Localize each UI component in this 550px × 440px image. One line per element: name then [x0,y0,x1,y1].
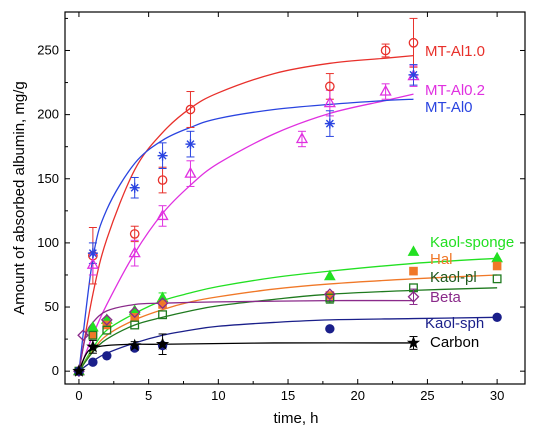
data-point-Kaol-sph [102,351,112,361]
x-tick-label: 15 [281,388,295,403]
data-point-Kaol-sph [492,312,502,322]
data-point-Kaol-sph [325,324,335,334]
data-point-Beta [128,306,141,319]
label-kaol-sponge: Kaol-sponge [430,234,514,251]
data-point-Beta [323,288,336,301]
data-point-Kaol-sph [88,357,98,367]
x-tick-label: 30 [490,388,504,403]
data-point-MT-Al0 [324,118,335,129]
x-tick-label: 0 [75,388,82,403]
data-point-Kaol-sponge [407,245,420,256]
data-point-Kaol-sponge [323,269,336,281]
y-tick-label: 150 [37,171,59,186]
data-point-MT-Al0 [185,139,196,150]
x-axis-title: time, h [273,410,318,427]
data-point-Beta [77,329,90,342]
data-point-MT-Al0 [87,248,98,259]
fit-curve-Carbon [78,342,414,372]
y-tick-label: 50 [45,299,59,314]
data-point-Carbon [86,339,100,353]
data-point-Hal [158,300,167,309]
label-mt-al1: MT-Al1.0 [425,43,485,60]
y-tick-label: 250 [37,42,59,57]
plot-frame [64,11,526,385]
data-point-Hal [409,266,418,276]
data-point-MT-Al0.2 [323,96,336,108]
fit-curve-MT-Al0 [78,98,414,372]
data-point-Kaol-pl [325,293,335,303]
series-labels: MT-Al1.0 MT-Al0.2 MT-Al0 Kaol-sponge Hal… [425,43,514,351]
data-point-MT-Al0 [129,182,140,193]
x-tick-label: 25 [420,388,434,403]
y-axis-ticks: 0 50 100 150 200 250 [37,17,525,378]
x-tick-label: 20 [350,388,364,403]
fit-curve-Hal [78,274,498,372]
x-axis-ticks: 0 5 10 15 20 25 30 [75,12,504,403]
x-tick-label: 5 [145,388,152,403]
x-tick-label: 10 [211,388,225,403]
data-point-MT-Al0.2 [128,246,141,258]
data-point-Carbon [72,364,86,377]
data-point-MT-Al1.0 [157,175,168,185]
data-point-Hal [325,291,335,300]
y-tick-label: 0 [52,363,59,378]
data-point-MT-Al1.0 [380,45,391,56]
data-point-Beta [156,297,169,310]
data-point-MT-Al0 [157,150,168,161]
label-kaol-sph: Kaol-sph [425,315,484,332]
data-point-Carbon [128,338,142,352]
fit-curve-Beta [78,299,414,372]
label-mt-al0: MT-Al0 [425,99,473,116]
fit-curve-Kaol-pl [78,287,498,372]
label-hal: Hal [430,251,453,268]
data-point-Kaol-pl [130,320,140,330]
y-tick-label: 200 [37,107,59,122]
data-point-MT-Al1.0 [185,104,196,115]
data-point-MT-Al0.2 [379,84,392,96]
label-kaol-pl: Kaol-pl [430,269,477,286]
data-point-Carbon [406,336,421,349]
data-point-MT-Al0.2 [184,166,197,178]
data-point-MT-Al0.2 [86,257,99,269]
data-point-MT-Al0.2 [156,209,169,221]
data-point-Kaol-pl [492,274,502,284]
data-points [72,37,503,378]
data-point-Hal [88,330,98,340]
label-beta: Beta [430,289,462,306]
data-point-Carbon [155,337,170,350]
data-point-Beta [407,290,420,303]
data-point-MT-Al0 [408,69,419,80]
data-point-Kaol-sponge [491,251,503,263]
data-point-MT-Al1.0 [129,229,140,239]
y-tick-label: 100 [37,235,59,250]
label-mt-al02: MT-Al0.2 [425,82,485,99]
data-point-Kaol-pl [88,330,98,340]
label-carbon: Carbon [430,334,479,351]
data-point-MT-Al1.0 [408,37,419,48]
data-point-Kaol-pl [102,325,112,335]
y-axis-title: Amount of absorbed albumin, mg/g [11,81,28,314]
fit-curve-MT-Al0.2 [78,93,414,372]
data-point-MT-Al1.0 [324,81,335,92]
data-point-Beta [100,313,113,326]
data-point-Hal [492,261,502,271]
data-point-Kaol-pl [158,310,168,320]
data-point-MT-Al0.2 [295,132,309,144]
